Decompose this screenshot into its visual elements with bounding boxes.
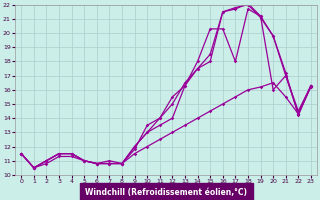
X-axis label: Windchill (Refroidissement éolien,°C): Windchill (Refroidissement éolien,°C) (85, 188, 247, 197)
